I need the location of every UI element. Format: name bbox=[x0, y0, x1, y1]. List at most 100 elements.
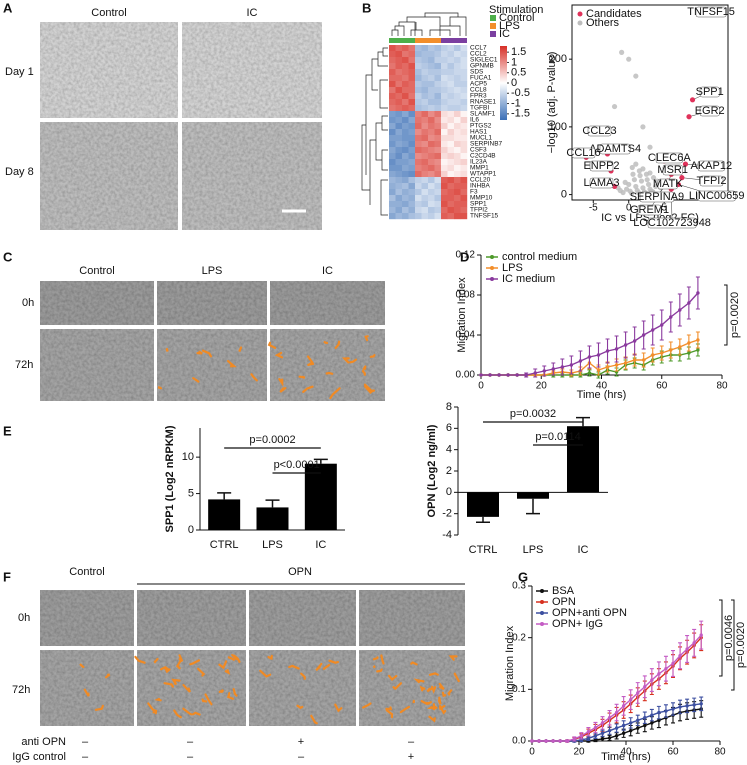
heatmap-cell bbox=[415, 45, 422, 52]
legend-label: LPS bbox=[499, 20, 520, 32]
point bbox=[624, 186, 630, 192]
panel-label: C bbox=[3, 249, 13, 264]
heatmap-cell bbox=[408, 195, 416, 202]
heatmap-cell bbox=[434, 81, 442, 88]
heatmap-cell bbox=[421, 87, 429, 94]
y-tick-label: 0.08 bbox=[456, 290, 476, 301]
point bbox=[626, 56, 632, 62]
heatmap-cell bbox=[460, 165, 468, 172]
heatmap-cell bbox=[454, 111, 461, 118]
heatmap-cell bbox=[434, 117, 442, 124]
point bbox=[644, 177, 650, 183]
heatmap-cell bbox=[421, 183, 429, 190]
heatmap-cell bbox=[421, 177, 429, 184]
colorbar-label: 0.5 bbox=[511, 67, 526, 79]
micrograph bbox=[40, 329, 154, 401]
column-header: IC bbox=[322, 265, 333, 277]
heatmap-cell bbox=[395, 117, 403, 124]
heatmap-cell bbox=[395, 129, 403, 136]
heatmap-cell bbox=[454, 147, 461, 154]
heatmap-cell bbox=[428, 129, 435, 136]
y-tick-label: 0 bbox=[188, 524, 194, 536]
heatmap-cell bbox=[441, 165, 448, 172]
heatmap-cell bbox=[441, 207, 448, 214]
heatmap-cell bbox=[441, 99, 448, 106]
migrated-cell bbox=[448, 655, 458, 661]
heatmap-cell bbox=[402, 135, 409, 142]
y-tick-label: 4 bbox=[446, 444, 452, 456]
point bbox=[643, 685, 647, 689]
migrated-cell bbox=[364, 335, 369, 342]
heatmap-cell bbox=[415, 111, 422, 118]
bracket bbox=[731, 599, 735, 691]
heatmap-cell bbox=[408, 63, 416, 70]
migrated-cell bbox=[349, 358, 358, 364]
x-axis-label: Time (hrs) bbox=[577, 389, 627, 401]
heatmap-cell bbox=[454, 171, 461, 178]
point bbox=[544, 739, 548, 743]
point bbox=[569, 363, 574, 367]
heatmap-cell bbox=[428, 117, 435, 124]
treatment-mark: – bbox=[82, 736, 89, 748]
x-axis-label: Time (hrs) bbox=[601, 751, 651, 763]
legend-marker bbox=[490, 277, 494, 281]
point bbox=[560, 365, 565, 369]
heatmap-cell bbox=[434, 45, 442, 52]
x-tick-label: 40 bbox=[620, 747, 632, 758]
point bbox=[628, 190, 635, 196]
heatmap-cell bbox=[454, 123, 461, 130]
heatmap-cell bbox=[402, 45, 409, 52]
migrated-cell bbox=[385, 709, 394, 719]
micrograph bbox=[249, 590, 356, 646]
heatmap-cell bbox=[441, 183, 448, 190]
gene-label: SPP1 bbox=[470, 201, 487, 208]
migrated-cell bbox=[279, 387, 287, 393]
point bbox=[647, 170, 653, 176]
heatmap-cell bbox=[395, 75, 403, 82]
migrated-cell bbox=[232, 687, 238, 697]
heatmap-cell bbox=[402, 207, 409, 214]
group-bar bbox=[389, 38, 396, 43]
label-box bbox=[655, 152, 683, 164]
heatmap-cell bbox=[415, 195, 422, 202]
label-box bbox=[599, 143, 631, 155]
point bbox=[629, 164, 635, 171]
point bbox=[687, 301, 691, 305]
colorbar-label: -0.5 bbox=[511, 87, 530, 99]
point bbox=[593, 725, 598, 730]
point bbox=[542, 369, 546, 373]
heatmap-cell bbox=[408, 87, 416, 94]
migrated-cell bbox=[323, 341, 329, 345]
point-label: GREM1 bbox=[630, 204, 669, 216]
migrated-cell bbox=[192, 377, 200, 383]
heatmap-cell bbox=[415, 189, 422, 196]
heatmap-cell bbox=[415, 147, 422, 154]
point bbox=[640, 124, 646, 130]
point bbox=[621, 723, 626, 728]
migrated-cell bbox=[328, 659, 339, 664]
point bbox=[600, 731, 605, 735]
migrated-cell bbox=[197, 667, 206, 677]
heatmap-cell bbox=[421, 75, 429, 82]
point-label: AKAP12 bbox=[691, 160, 733, 172]
heatmap-cell bbox=[460, 93, 468, 100]
heatmap-cell bbox=[434, 207, 442, 214]
heatmap-cell bbox=[434, 177, 442, 184]
error-bar bbox=[526, 498, 540, 515]
heatmap-cell bbox=[395, 123, 403, 130]
heatmap-cell bbox=[434, 99, 442, 106]
panel-label: D bbox=[460, 249, 469, 264]
legend-marker bbox=[540, 600, 544, 604]
gene-label: TFPI2 bbox=[470, 207, 488, 214]
heatmap-cell bbox=[395, 159, 403, 166]
legend-label: BSA bbox=[552, 585, 575, 597]
heatmap-cell bbox=[434, 129, 442, 136]
heatmap-cell bbox=[402, 129, 409, 136]
micrograph bbox=[40, 590, 134, 646]
migrated-cell bbox=[191, 711, 201, 716]
migrated-cell bbox=[385, 706, 393, 711]
y-tick-label: 100 bbox=[549, 121, 567, 133]
heatmap-cell bbox=[395, 69, 403, 76]
migrated-cell bbox=[430, 685, 437, 694]
heatmap-cell bbox=[402, 87, 409, 94]
